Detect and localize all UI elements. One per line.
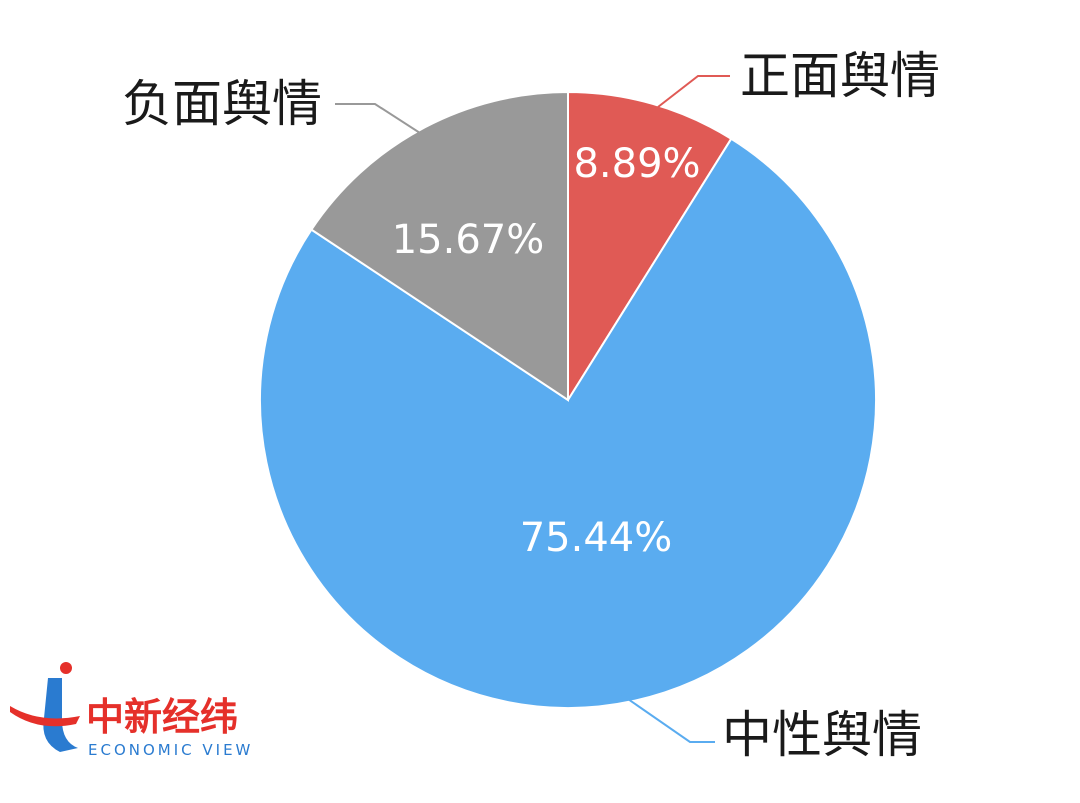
pie-slice (310, 90, 569, 402)
logo-name-cn: 中新经纬 (86, 695, 238, 739)
category-label: 正面舆情 (740, 47, 940, 105)
pie-slices (259, 90, 877, 709)
category-label: 负面舆情 (122, 75, 322, 133)
pie-slice (259, 137, 877, 709)
category-label: 中性舆情 (722, 706, 922, 764)
leader-line (335, 103, 421, 134)
logo-mark-icon (43, 678, 78, 752)
pie-slice-labels: 8.89% 75.44% 15.67% (392, 141, 701, 561)
slice-percent-label: 75.44% (520, 515, 673, 561)
leader-line (657, 75, 730, 108)
leader-lines (335, 75, 730, 743)
logo-name-en: ECONOMIC VIEW (88, 741, 253, 759)
slice-percent-label: 8.89% (573, 141, 700, 187)
leader-line (614, 689, 715, 743)
economic-view-logo: 中新经纬 ECONOMIC VIEW (10, 662, 253, 759)
slice-percent-label: 15.67% (392, 217, 545, 263)
logo-swoosh-icon (10, 706, 80, 727)
pie-slice (567, 90, 733, 404)
logo-dot-icon (60, 662, 72, 674)
